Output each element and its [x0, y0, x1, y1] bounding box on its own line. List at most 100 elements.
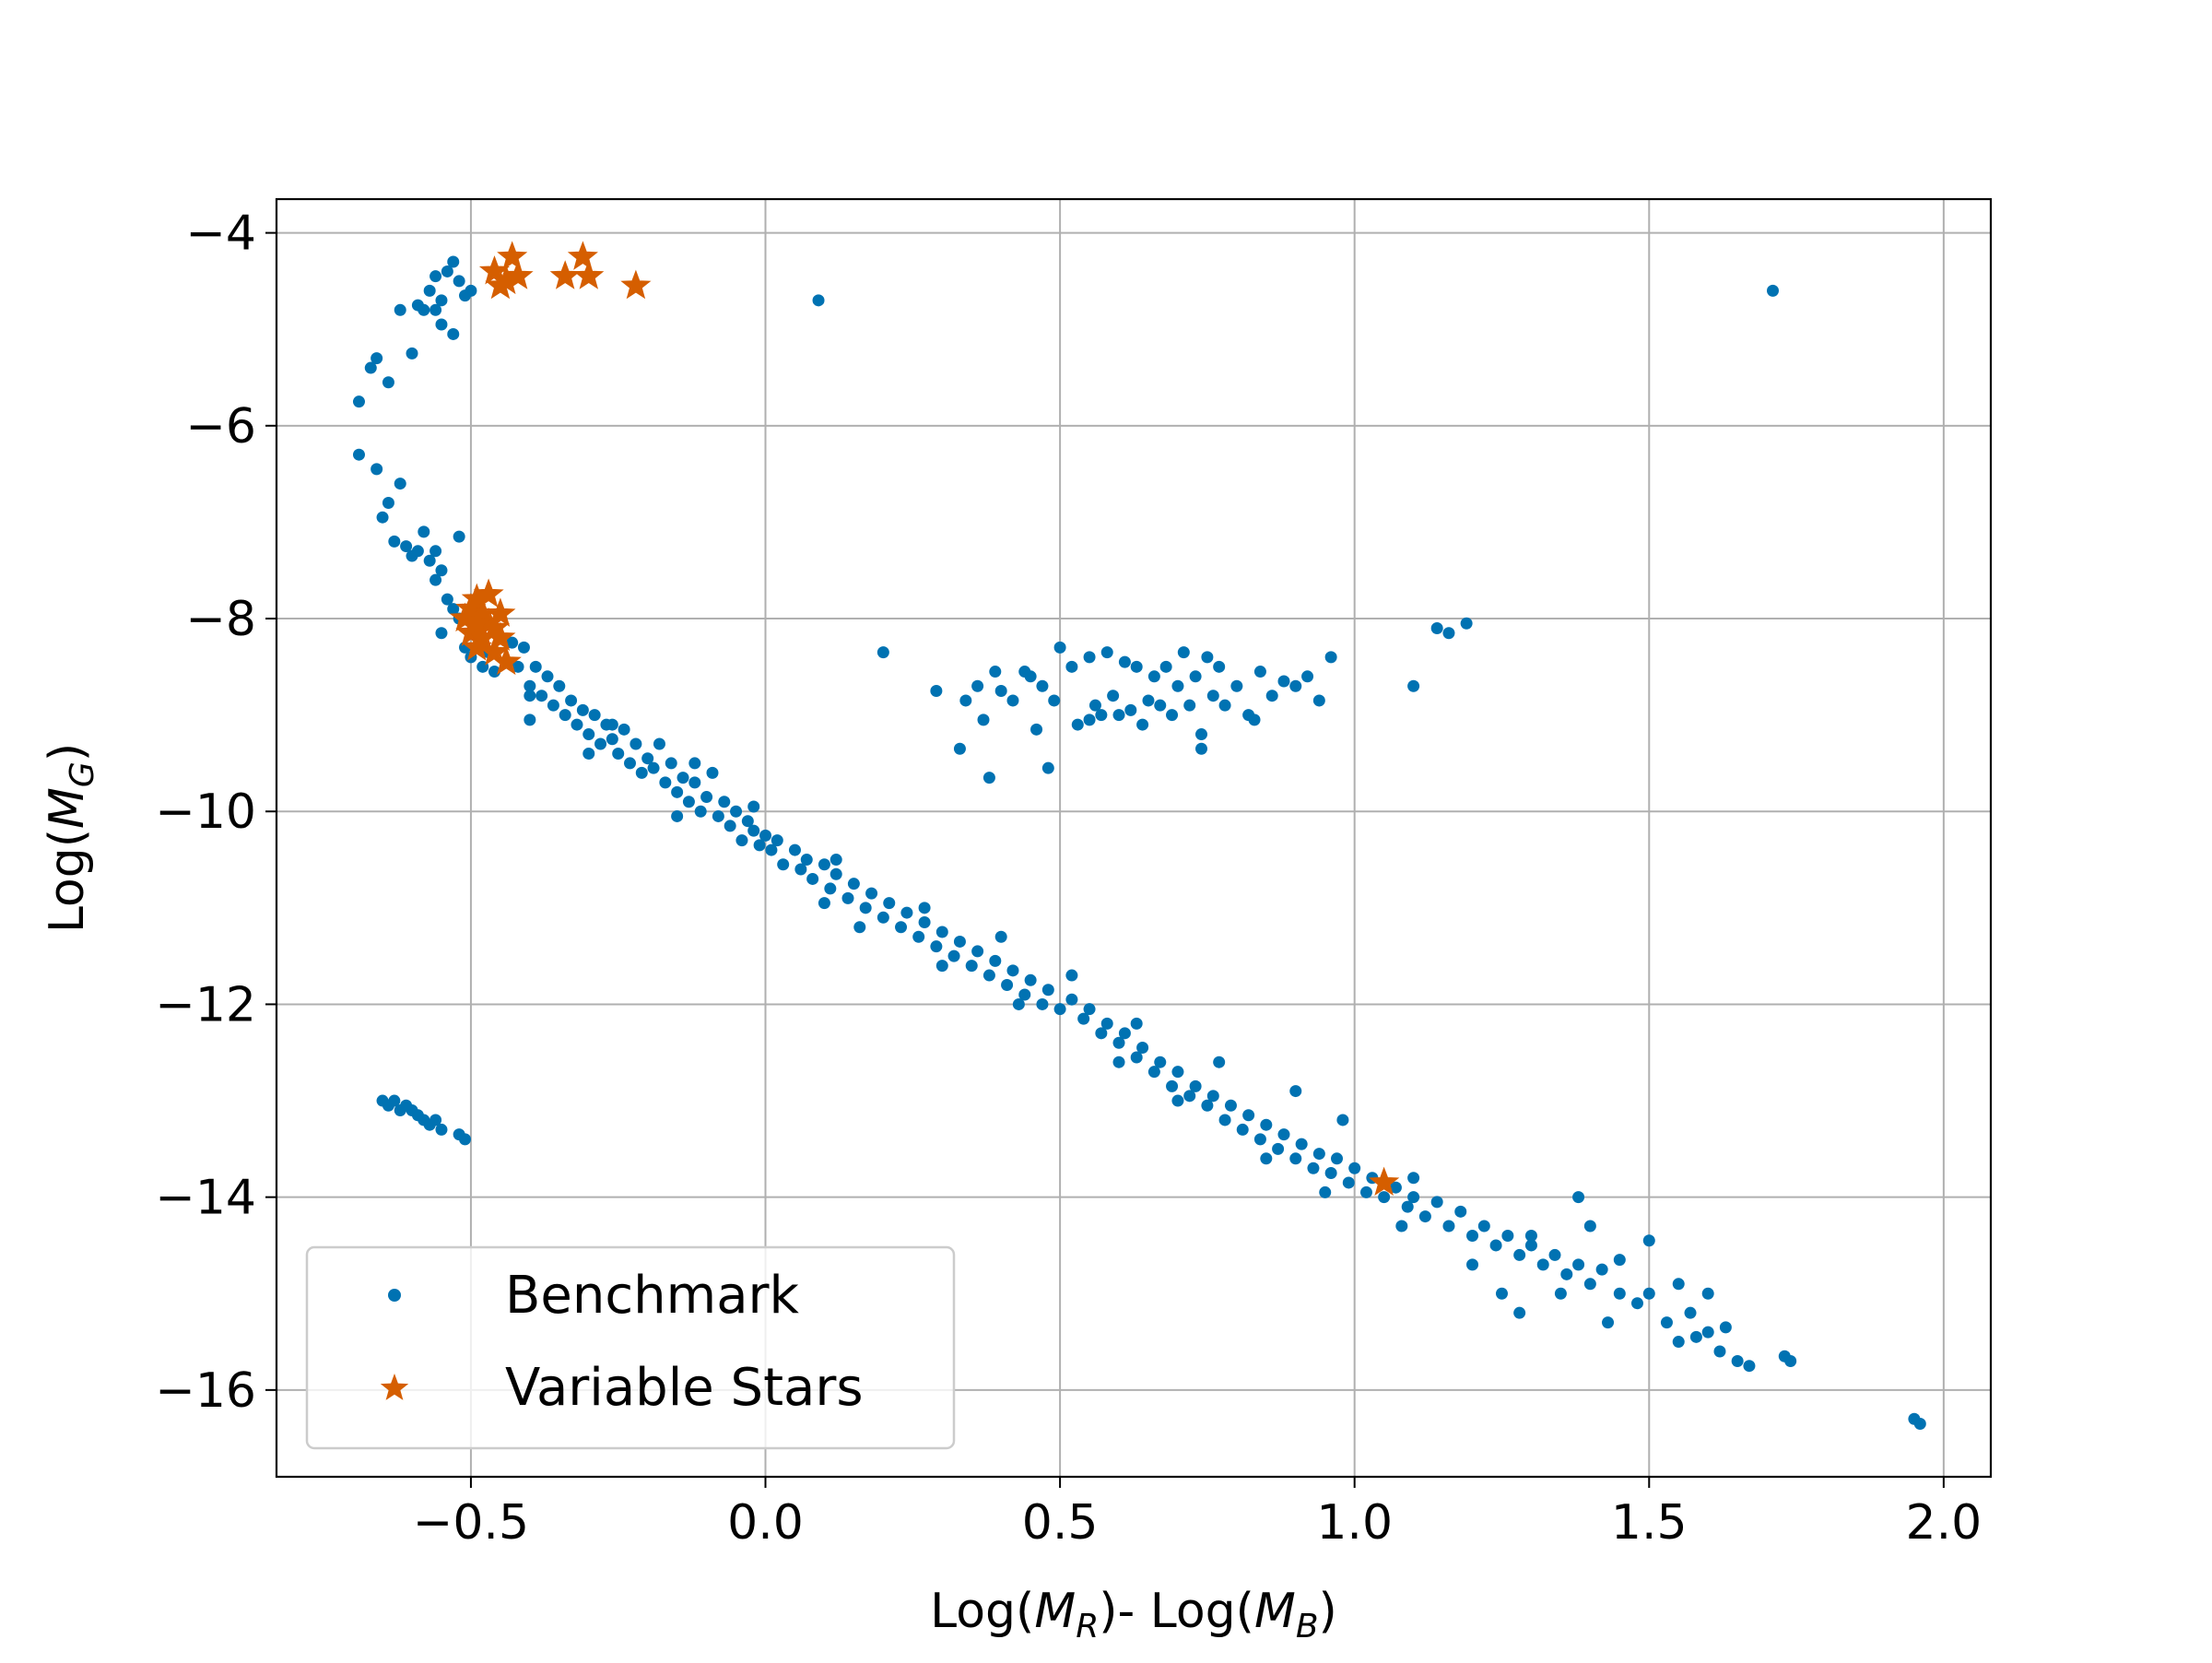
- benchmark-point: [1336, 1114, 1349, 1126]
- benchmark-point: [771, 834, 783, 847]
- benchmark-point: [364, 361, 377, 374]
- benchmark-point: [682, 796, 695, 808]
- benchmark-point: [1660, 1316, 1673, 1329]
- benchmark-point: [371, 352, 383, 365]
- x-tick-label: −0.5: [413, 1495, 529, 1551]
- benchmark-point: [712, 809, 724, 822]
- variable-star-point: [1369, 1166, 1400, 1197]
- benchmark-point: [900, 906, 913, 919]
- benchmark-point: [1701, 1326, 1714, 1339]
- benchmark-point: [1289, 1152, 1302, 1165]
- benchmark-point: [1041, 761, 1054, 774]
- benchmark-point: [582, 747, 595, 760]
- benchmark-point: [1407, 679, 1420, 692]
- benchmark-point: [453, 275, 465, 288]
- benchmark-point: [847, 878, 860, 890]
- benchmark-point: [1006, 964, 1019, 977]
- benchmark-point: [1088, 699, 1101, 712]
- benchmark-point: [1524, 1229, 1537, 1242]
- benchmark-point: [435, 294, 448, 307]
- benchmark-point: [1024, 670, 1037, 683]
- benchmark-point: [965, 960, 978, 973]
- benchmark-point: [1107, 690, 1120, 702]
- benchmark-point: [800, 854, 813, 867]
- benchmark-point: [1442, 1220, 1455, 1233]
- benchmark-point: [1460, 617, 1473, 630]
- variable-star-point: [502, 260, 534, 289]
- benchmark-point: [1430, 1196, 1443, 1209]
- benchmark-point: [606, 718, 618, 731]
- variable-stars-series: [449, 241, 1400, 1197]
- benchmark-point: [1077, 1012, 1090, 1025]
- benchmark-point: [1418, 1210, 1431, 1223]
- benchmark-point: [747, 824, 760, 837]
- benchmark-point: [1701, 1287, 1714, 1300]
- benchmark-point: [765, 843, 778, 856]
- benchmark-point: [1401, 1200, 1414, 1213]
- benchmark-point: [394, 303, 406, 316]
- benchmark-point: [1001, 979, 1014, 992]
- benchmark-point: [1613, 1287, 1626, 1300]
- benchmark-point: [1572, 1258, 1585, 1271]
- x-tick-label: 1.5: [1611, 1495, 1688, 1551]
- legend-benchmark-label: Benchmark: [505, 1266, 800, 1326]
- benchmark-point: [688, 757, 701, 770]
- benchmark-point: [1166, 1079, 1179, 1092]
- benchmark-point: [382, 497, 394, 510]
- benchmark-point: [1583, 1220, 1596, 1233]
- benchmark-point: [541, 670, 554, 683]
- benchmark-point: [1130, 660, 1143, 673]
- benchmark-point: [930, 684, 943, 697]
- y-axis-label: Log(MG): [40, 743, 101, 933]
- benchmark-point: [700, 791, 713, 804]
- benchmark-point: [441, 265, 453, 277]
- benchmark-point: [1613, 1254, 1626, 1267]
- benchmark-point: [1213, 660, 1226, 673]
- benchmark-point: [506, 636, 519, 649]
- benchmark-point: [877, 646, 889, 659]
- benchmark-point: [423, 554, 436, 567]
- benchmark-point: [1277, 1128, 1290, 1141]
- benchmark-point: [1684, 1306, 1697, 1319]
- benchmark-point: [1083, 651, 1096, 664]
- benchmark-point: [435, 564, 448, 577]
- benchmark-point: [982, 969, 995, 982]
- benchmark-point: [1218, 1114, 1231, 1126]
- benchmark-point: [1713, 1345, 1726, 1358]
- variable-star-point: [620, 269, 652, 300]
- benchmark-point: [971, 945, 984, 958]
- benchmark-point: [1195, 728, 1208, 741]
- y-tick-label: −6: [185, 399, 256, 454]
- benchmark-point: [824, 882, 837, 895]
- benchmark-point: [877, 911, 889, 924]
- benchmark-point: [571, 718, 583, 731]
- benchmark-point: [435, 1123, 448, 1136]
- benchmark-point: [1407, 1172, 1420, 1185]
- benchmark-point: [1195, 742, 1208, 755]
- benchmark-point: [441, 593, 453, 606]
- x-tick-label: 2.0: [1906, 1495, 1983, 1551]
- benchmark-point: [453, 530, 465, 543]
- benchmark-point: [1083, 714, 1096, 726]
- benchmark-point: [406, 347, 418, 360]
- benchmark-point: [841, 891, 854, 904]
- benchmark-point: [1295, 1138, 1308, 1150]
- benchmark-point: [1442, 627, 1455, 640]
- y-tick-label: −14: [155, 1171, 256, 1226]
- benchmark-point: [747, 800, 760, 813]
- benchmark-point: [1248, 714, 1261, 726]
- variable-star-point: [497, 241, 528, 270]
- benchmark-point: [435, 318, 448, 331]
- benchmark-point: [1378, 1191, 1391, 1204]
- benchmark-point: [859, 902, 872, 914]
- benchmark-point: [677, 772, 689, 784]
- benchmark-point: [1154, 699, 1167, 712]
- benchmark-point: [1024, 973, 1037, 986]
- benchmark-point: [1719, 1321, 1732, 1334]
- benchmark-point: [1253, 666, 1266, 678]
- variable-star-point: [485, 269, 516, 300]
- benchmark-point: [423, 284, 436, 297]
- benchmark-point: [553, 679, 566, 692]
- benchmark-point: [629, 737, 642, 750]
- benchmark-point: [659, 776, 672, 789]
